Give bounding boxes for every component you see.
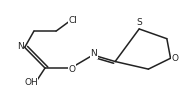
Text: N: N [17, 42, 23, 51]
Text: OH: OH [24, 78, 38, 87]
Text: S: S [136, 18, 142, 28]
Text: N: N [91, 49, 97, 58]
Text: O: O [68, 65, 75, 74]
Text: O: O [172, 54, 179, 63]
Text: Cl: Cl [68, 16, 77, 25]
